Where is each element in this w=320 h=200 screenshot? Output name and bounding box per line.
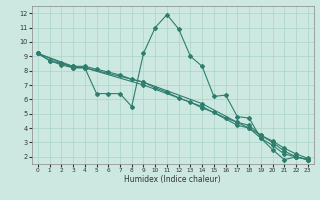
X-axis label: Humidex (Indice chaleur): Humidex (Indice chaleur) xyxy=(124,175,221,184)
